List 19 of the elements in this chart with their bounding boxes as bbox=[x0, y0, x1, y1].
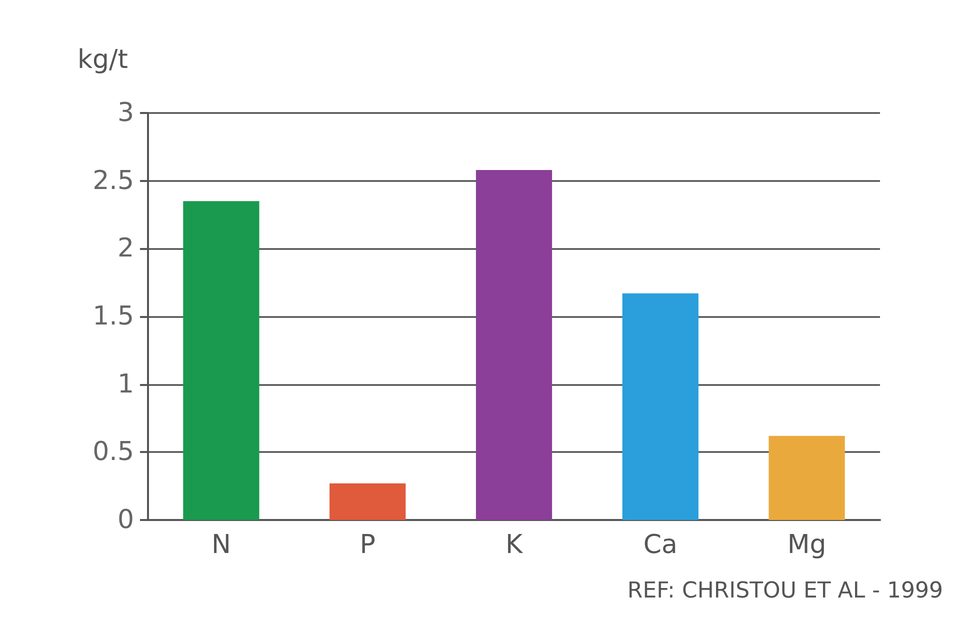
x-tick-label: P bbox=[360, 530, 376, 560]
y-tick-label: 1 bbox=[117, 369, 134, 400]
y-tick-label: 1.5 bbox=[92, 302, 134, 332]
bar bbox=[622, 293, 698, 520]
x-tick-label: N bbox=[211, 530, 231, 560]
x-tick-label: Ca bbox=[643, 530, 678, 560]
bar bbox=[768, 436, 845, 520]
bar bbox=[476, 170, 552, 520]
text: REF: CHRISTOU ET AL - 1999 bbox=[627, 578, 944, 604]
x-tick-label: K bbox=[505, 530, 524, 560]
bar bbox=[183, 201, 260, 520]
x-tick-label: Mg bbox=[787, 530, 826, 560]
bar bbox=[330, 483, 406, 520]
y-tick-label: 3 bbox=[117, 98, 134, 128]
y-tick-label: 2 bbox=[117, 234, 134, 264]
y-tick-label: 0 bbox=[117, 505, 134, 535]
y-tick-label: 0.5 bbox=[92, 437, 134, 468]
y-tick-label: 2.5 bbox=[92, 166, 134, 196]
y-axis-title: kg/t bbox=[77, 45, 128, 75]
